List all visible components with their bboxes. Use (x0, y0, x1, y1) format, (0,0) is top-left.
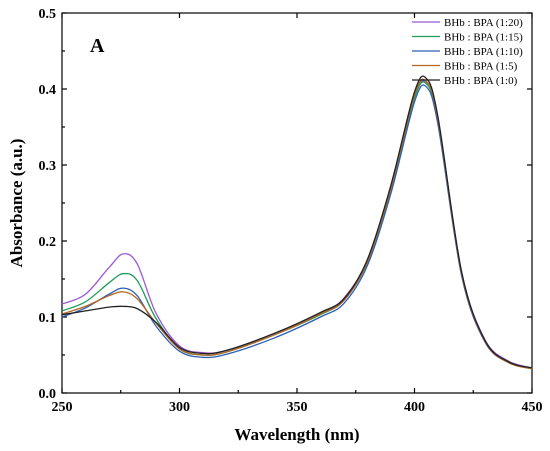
y-tick-label: 0.4 (39, 83, 57, 98)
x-tick-label: 400 (404, 400, 425, 415)
y-tick-label: 0.1 (39, 311, 57, 326)
series-line-4 (61, 78, 533, 370)
series-line-5 (61, 75, 533, 369)
y-tick-label: 0.5 (39, 7, 57, 22)
legend-entry: BHb : BPA (1:10) (444, 46, 523, 58)
x-axis-label: Wavelength (nm) (234, 425, 359, 444)
panel-label: A (90, 35, 105, 57)
y-tick-label: 0.2 (39, 235, 57, 250)
legend: BHb : BPA (1:20) BHb : BPA (1:15) BHb : BP… (412, 17, 523, 87)
y-axis-label: Absorbance (a.u.) (7, 139, 26, 268)
legend-entry: BHb : BPA (1:20) (444, 17, 523, 29)
legend-entry: BHb : BPA (1:15) (444, 32, 523, 44)
legend-entry: BHb : BPA (1:0) (444, 75, 518, 87)
series-lines (61, 75, 533, 370)
tick-labels: 250 300 350 400 450 0.0 0.1 0.2 0.3 0.4 0.5 (39, 7, 543, 415)
x-tick-label: 450 (522, 400, 543, 415)
y-tick-label: 0.3 (39, 159, 57, 174)
x-tick-label: 300 (169, 400, 190, 415)
x-tick-label: 250 (52, 400, 73, 415)
legend-entry: BHb : BPA (1:5) (444, 61, 518, 73)
y-tick-label: 0.0 (39, 387, 57, 402)
x-tick-label: 350 (287, 400, 308, 415)
